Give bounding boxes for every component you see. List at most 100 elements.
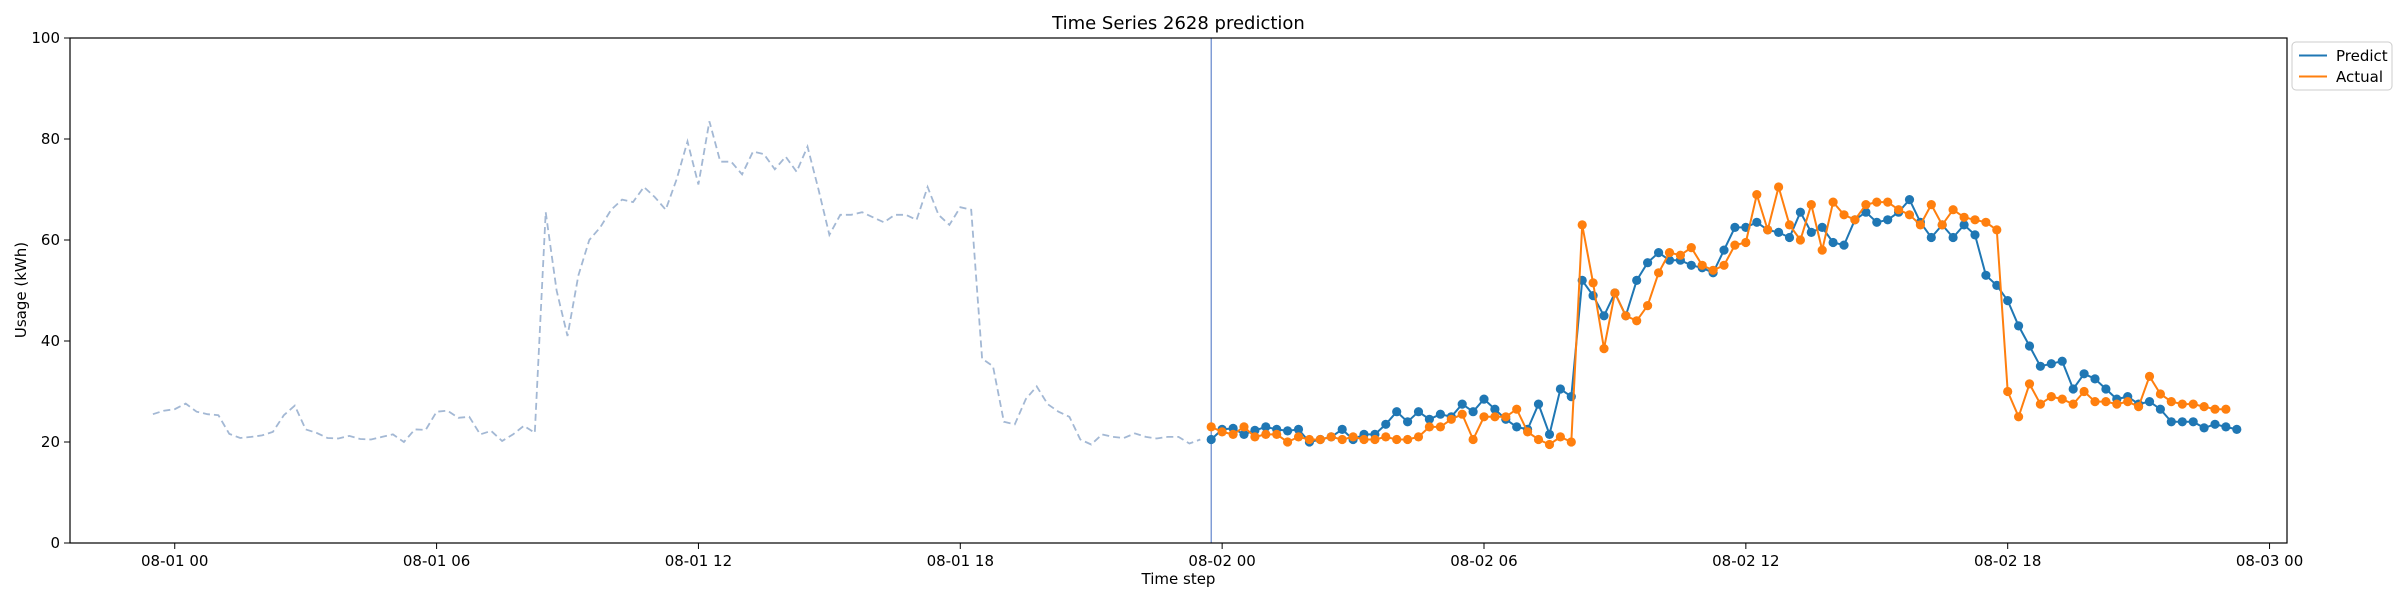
actual-point [1490,412,1500,422]
predict-point [1959,220,1969,230]
predict-point [1774,227,1784,237]
actual-point [1937,220,1947,230]
actual-point [1599,344,1609,354]
actual-point [1403,434,1413,445]
actual-point [1250,432,1260,442]
predict-point [1948,232,1958,243]
predict-point [1828,237,1838,248]
actual-point [2188,399,2198,409]
plot-frame [69,37,2288,544]
predict-point [1719,245,1729,255]
actual-point [1708,265,1718,275]
predict-point [1293,424,1304,434]
predict-point [1839,240,1849,250]
actual-point [1763,225,1773,235]
actual-point [1228,429,1238,439]
actual-point [1686,243,1696,253]
actual-point [1664,248,1675,258]
actual-point [1610,288,1620,298]
actual-series-line [1210,183,2226,446]
actual-point [2199,402,2209,412]
predict-point [1654,248,1664,258]
actual-point [1424,422,1434,432]
actual-point [2123,397,2133,407]
actual-point [1555,432,1565,442]
y-tick-label: 40 [41,332,60,350]
actual-point [1413,432,1424,442]
predict-point [2014,321,2024,331]
predict-point [1381,419,1391,429]
actual-point [1468,434,1478,445]
x-axis: 08-01 00 08-01 06 08-01 12 08-01 18 08-02 00… [141,543,2303,570]
actual-point [1523,427,1533,437]
legend-predict-label: Predict [2336,47,2388,65]
actual-point [1381,432,1391,442]
actual-point [1272,429,1282,439]
actual-point [1926,200,1936,210]
predict-point [1872,217,1882,227]
predict-point [1337,424,1347,434]
actual-point [1675,250,1685,260]
legend-box [2291,41,2393,91]
predict-point [1413,407,1424,417]
actual-point [1512,404,1522,414]
actual-point [2112,399,2122,409]
predict-point [1468,407,1478,417]
predict-point [1424,414,1434,424]
predict-point [1817,222,1827,232]
predict-point [1904,195,1915,205]
predict-point [2079,369,2089,379]
actual-point [1992,225,2002,235]
x-tick-label: 08-02 18 [1974,552,2041,570]
predict-point [1784,232,1795,243]
actual-point [1392,434,1402,445]
actual-point [1774,182,1784,192]
predict-point [1239,429,1249,439]
actual-point [1959,212,1969,222]
actual-point [1544,439,1555,450]
actual-point [1904,210,1915,220]
predict-point [1970,230,1980,240]
predict-point [1752,217,1762,227]
x-tick-label: 08-01 12 [665,552,732,570]
predict-point [1632,275,1642,285]
predict-point [1599,311,1609,321]
predict-point [1795,207,1805,217]
x-tick-label: 08-02 00 [1188,552,1255,570]
actual-point [1948,205,1958,215]
actual-point [1621,311,1631,321]
predict-point [1283,426,1293,436]
actual-point [2090,397,2100,407]
predict-point [2177,417,2187,427]
predict-point [2166,417,2176,427]
actual-point [1981,217,1991,227]
predict-point [1883,215,1893,225]
actual-point [2035,399,2045,409]
actual-point [1654,268,1664,278]
y-axis: 0 20 40 60 80 100 [31,29,70,552]
actual-point [1752,190,1762,200]
plot-area [152,38,2242,543]
actual-point [1501,412,1511,422]
predict-point [1806,227,1816,237]
actual-point [2210,404,2220,414]
predict-point [1686,260,1696,270]
actual-point [1741,237,1751,248]
y-tick-label: 0 [50,534,60,552]
predict-point [1261,422,1271,432]
predict-point [1861,207,1871,217]
y-tick-label: 100 [31,29,60,47]
predict-point [1250,425,1260,435]
actual-point [1806,200,1816,210]
x-axis-label: Time step [1141,570,1216,588]
actual-point [1872,197,1882,207]
predict-point [2101,384,2111,394]
actual-point [2166,397,2176,407]
history-line [152,121,1201,446]
predict-point [2144,397,2155,407]
actual-point [2068,399,2078,409]
actual-point [1326,432,1336,442]
actual-point [2057,394,2067,404]
predict-point [2068,384,2078,394]
